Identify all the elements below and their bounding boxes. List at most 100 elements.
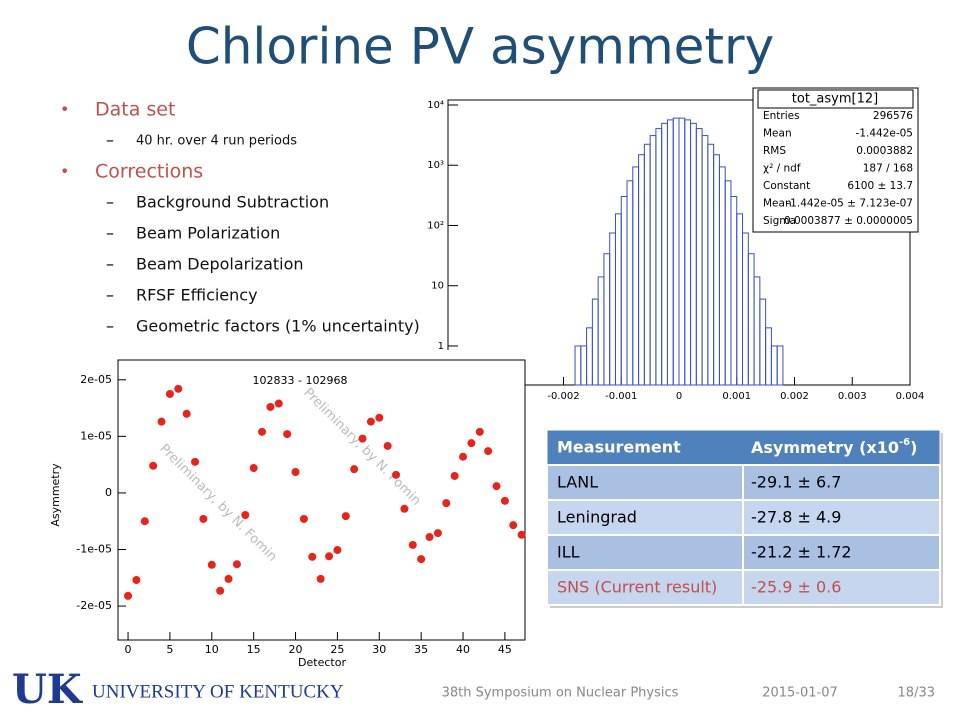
x-tick-label: -0.001 <box>605 391 637 402</box>
bullet-dot: • <box>60 162 69 181</box>
stats-label: Mean <box>763 128 792 140</box>
header-exponent: -6 <box>899 437 910 448</box>
x-tick-label: 30 <box>372 643 386 656</box>
point <box>433 529 442 538</box>
point <box>140 517 149 526</box>
header-text: Asymmetry (x10 <box>751 438 899 457</box>
annotation: 102833 - 102968 <box>253 374 348 387</box>
point <box>325 552 334 561</box>
slide-title: Chlorine PV asymmetry <box>186 18 774 76</box>
point <box>500 496 509 505</box>
point <box>509 521 518 530</box>
stats-label: χ² / ndf <box>763 163 801 175</box>
y-tick-label: 2e-05 <box>80 373 112 386</box>
plot-frame <box>117 359 526 641</box>
stats-value: -1.442e-05 <box>856 128 913 140</box>
point <box>383 441 392 450</box>
point <box>249 464 258 473</box>
point <box>408 540 417 549</box>
table-cell: Leningrad <box>557 508 637 527</box>
point <box>174 384 183 393</box>
point <box>475 427 484 436</box>
x-tick-label: 45 <box>498 643 512 656</box>
sub-bullet: Background Subtraction <box>136 193 329 212</box>
stats-value: -1.442e-05 ± 7.123e-07 <box>786 198 913 210</box>
x-tick-label: 10 <box>205 643 219 656</box>
bullet-dot: • <box>60 100 69 119</box>
stats-value: 0.0003882 <box>856 145 913 157</box>
point <box>492 482 501 491</box>
x-tick-label: 35 <box>414 643 428 656</box>
point <box>459 452 468 461</box>
stats-value: 0.0003877 ± 0.0000005 <box>784 215 913 227</box>
sub-bullet: Beam Polarization <box>136 224 280 243</box>
y-axis-label: Asymmetry <box>49 463 62 527</box>
point <box>232 560 241 569</box>
point <box>241 510 250 519</box>
y-tick-label: 10 <box>431 281 444 292</box>
sub-dash: – <box>106 224 114 243</box>
sub-dash: – <box>106 131 114 150</box>
x-tick-label: 0.004 <box>896 391 925 402</box>
point <box>333 546 342 555</box>
header-text: ) <box>910 438 917 457</box>
table-cell: LANL <box>557 473 598 492</box>
x-tick-label: 40 <box>456 643 470 656</box>
x-tick-label: 15 <box>247 643 261 656</box>
x-tick-label: 25 <box>330 643 344 656</box>
footer-page: 18/33 <box>898 686 935 701</box>
point <box>350 465 359 474</box>
point <box>358 434 367 443</box>
sub-bullet: 40 hr. over 4 run periods <box>136 134 297 149</box>
table-cell: -21.2 ± 1.72 <box>751 543 852 562</box>
table-cell: -25.9 ± 0.6 <box>751 578 841 597</box>
figure-bg <box>20 350 525 670</box>
x-tick-label: -0.002 <box>547 391 579 402</box>
point <box>517 530 526 539</box>
y-tick-label: 1e-05 <box>80 429 112 442</box>
point <box>299 514 308 523</box>
point <box>207 560 216 569</box>
point <box>341 512 350 521</box>
point <box>182 409 191 418</box>
point <box>467 439 476 448</box>
point <box>216 586 225 595</box>
bullet: Data set <box>95 99 175 121</box>
y-tick-label: 1 <box>438 341 444 352</box>
bullet: Corrections <box>95 161 203 183</box>
x-tick-label: 0.001 <box>722 391 751 402</box>
point <box>417 555 426 564</box>
sub-bullet: Beam Depolarization <box>136 255 304 274</box>
point <box>274 399 283 408</box>
point <box>366 417 375 426</box>
point <box>316 574 325 583</box>
point <box>149 461 158 470</box>
stats-label: Sigma <box>763 215 796 227</box>
table-cell: -29.1 ± 6.7 <box>751 473 841 492</box>
table-cell: -27.8 ± 4.9 <box>751 508 841 527</box>
sub-dash: – <box>106 317 114 336</box>
stats-value: 296576 <box>873 110 913 122</box>
point <box>425 533 434 542</box>
point <box>191 457 200 466</box>
y-tick-label: 10³ <box>427 160 444 171</box>
stats-label: RMS <box>763 145 786 157</box>
stats-value: 6100 ± 13.7 <box>847 180 913 192</box>
table-cell: ILL <box>557 543 580 562</box>
x-tick-label: 0.003 <box>838 391 867 402</box>
x-tick-label: 0 <box>676 391 682 402</box>
point <box>258 427 267 436</box>
x-tick-label: 0 <box>125 643 132 656</box>
table-header <box>546 429 941 466</box>
point <box>266 402 275 411</box>
y-tick-label: 0 <box>105 486 112 499</box>
stats-box <box>752 87 919 233</box>
point <box>291 468 300 476</box>
point <box>392 470 401 479</box>
point <box>450 471 459 480</box>
point <box>199 514 208 523</box>
point <box>375 413 384 422</box>
stats-title: tot_asym[12] <box>792 92 878 107</box>
y-tick-label: -1e-05 <box>76 542 112 555</box>
